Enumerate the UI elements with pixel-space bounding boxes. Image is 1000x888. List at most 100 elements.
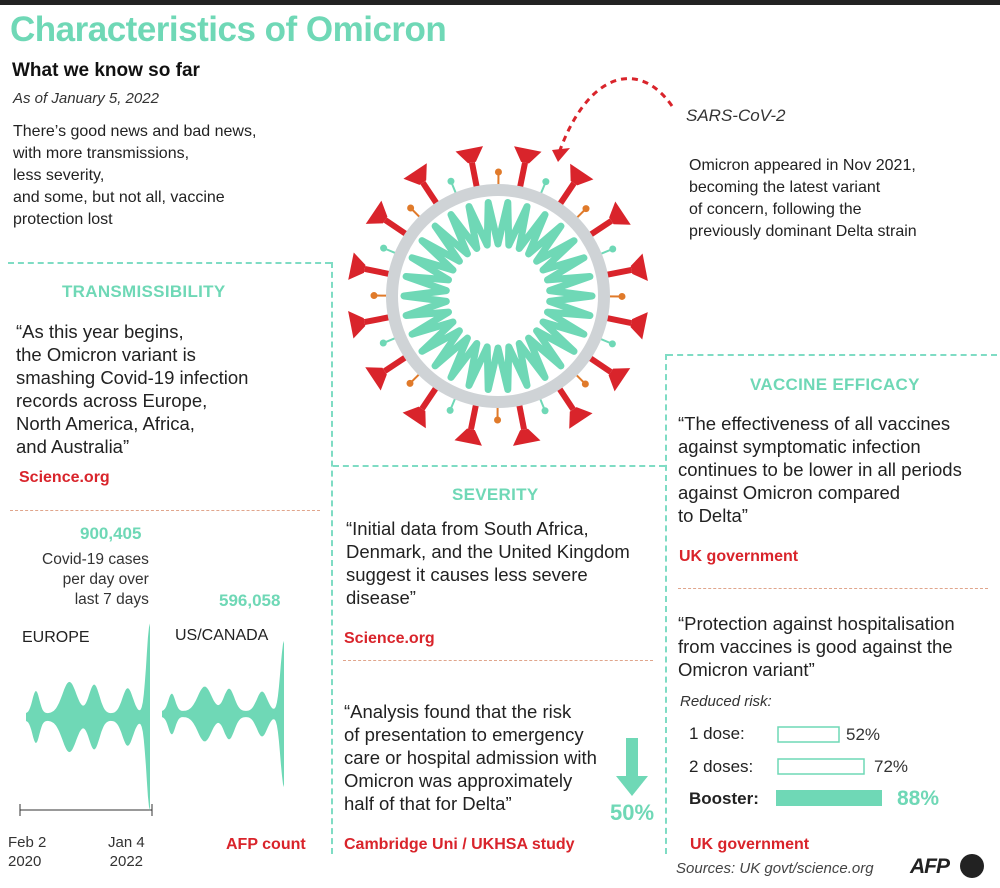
vaccine-quote-2: “Protection against hospitalisation from… bbox=[678, 613, 955, 680]
bar-value-1-dose: 52% bbox=[846, 725, 881, 744]
europe-peak-value: 900,405 bbox=[80, 524, 142, 543]
footer-sources: Sources: UK govt/science.org bbox=[676, 860, 874, 877]
intro-text: There’s good news and bad news, with mor… bbox=[13, 123, 257, 228]
spike-protein-icon bbox=[569, 407, 593, 429]
spike-protein-icon bbox=[512, 428, 541, 446]
transmissibility-divider bbox=[8, 262, 331, 264]
bar-label-booster: Booster: bbox=[689, 789, 759, 808]
surface-protein-tip bbox=[582, 205, 590, 213]
vaccine-quote-1: “The effectiveness of all vaccines again… bbox=[678, 413, 962, 526]
page-title: Characteristics of Omicron bbox=[10, 10, 447, 49]
spike-protein-icon bbox=[570, 163, 594, 186]
spike-stalk bbox=[556, 181, 577, 207]
bar-1-dose bbox=[777, 726, 840, 743]
surface-protein-tip bbox=[542, 178, 550, 186]
europe-area-series bbox=[26, 623, 150, 811]
surface-protein-tip bbox=[494, 416, 502, 424]
spike-protein-icon bbox=[455, 146, 484, 164]
surface-protein-tip bbox=[609, 245, 617, 253]
vaccine-separator bbox=[678, 588, 988, 589]
surface-protein-tip bbox=[608, 340, 616, 348]
spike-protein-icon bbox=[609, 201, 631, 225]
vaccine-divider bbox=[667, 354, 997, 356]
x-axis-end-label: Jan 4 2022 bbox=[108, 834, 145, 870]
spike-protein-icon bbox=[454, 428, 482, 446]
spike-stalk bbox=[468, 403, 480, 430]
column-divider-left bbox=[331, 262, 333, 854]
spike-stalk bbox=[364, 266, 391, 278]
bar-label-2-doses: 2 doses: bbox=[689, 757, 754, 776]
reduced-risk-label: Reduced risk: bbox=[680, 693, 772, 710]
spike-stalk bbox=[605, 267, 633, 278]
surface-protein-tip bbox=[494, 168, 502, 176]
transmissibility-separator bbox=[10, 510, 320, 511]
virus-description: Omicron appeared in Nov 2021, becoming t… bbox=[689, 157, 917, 240]
afp-logo: AFP bbox=[910, 855, 950, 878]
bar-2-doses bbox=[777, 758, 865, 775]
surface-protein-tip bbox=[618, 292, 626, 300]
surface-protein-tip bbox=[370, 292, 378, 300]
bar-value-booster: 88% bbox=[897, 787, 940, 810]
spike-stalk bbox=[516, 403, 527, 431]
spike-stalk bbox=[588, 218, 614, 238]
risk-reduction-value: 50% bbox=[610, 800, 655, 825]
spike-stalk bbox=[516, 162, 528, 189]
spike-stalk bbox=[469, 161, 480, 189]
spike-stalk bbox=[363, 314, 391, 325]
spike-protein-icon bbox=[402, 406, 426, 429]
us-canada-area-series bbox=[162, 640, 284, 788]
severity-separator bbox=[343, 660, 653, 661]
spike-protein-icon bbox=[514, 146, 542, 164]
x-axis-start-label: Feb 2 2020 bbox=[8, 834, 47, 870]
surface-protein-tip bbox=[379, 339, 387, 347]
spike-protein-icon bbox=[403, 163, 427, 185]
us-canada-peak-value: 596,058 bbox=[219, 591, 281, 610]
severity-quote-2: “Analysis found that the risk of present… bbox=[344, 701, 597, 814]
surface-protein-tip bbox=[446, 406, 454, 414]
spike-stalk bbox=[382, 354, 408, 374]
transmissibility-heading: TRANSMISSIBILITY bbox=[62, 282, 226, 301]
surface-protein-tip bbox=[447, 177, 455, 185]
vaccine-source-2: UK government bbox=[690, 836, 810, 853]
spike-protein-icon bbox=[365, 200, 388, 224]
page-subtitle: What we know so far bbox=[12, 60, 200, 81]
severity-source-2: Cambridge Uni / UKHSA study bbox=[344, 836, 575, 853]
spike-stalk bbox=[419, 385, 440, 411]
cases-chart-description: Covid-19 cases per day over last 7 days bbox=[42, 551, 149, 608]
transmissibility-source: Science.org bbox=[19, 469, 110, 486]
surface-protein-tip bbox=[581, 380, 589, 388]
vaccine-source-1: UK government bbox=[679, 548, 799, 565]
transmissibility-quote: “As this year begins, the Omicron varian… bbox=[16, 321, 249, 457]
spike-protein-icon bbox=[630, 312, 648, 340]
us-canada-label: US/CANADA bbox=[175, 627, 269, 644]
bar-value-2-doses: 72% bbox=[874, 757, 909, 776]
severity-quote-1: “Initial data from South Africa, Denmark… bbox=[346, 518, 630, 608]
bar-booster bbox=[776, 790, 882, 806]
spike-protein-icon bbox=[365, 367, 387, 391]
spike-stalk bbox=[556, 386, 576, 412]
spike-protein-icon bbox=[348, 252, 366, 280]
severity-divider bbox=[333, 465, 665, 467]
rna-coil bbox=[400, 199, 596, 393]
spike-stalk bbox=[383, 217, 409, 238]
date-label: As of January 5, 2022 bbox=[13, 90, 159, 107]
chart-source: AFP count bbox=[226, 836, 306, 853]
spike-stalk bbox=[420, 180, 440, 206]
surface-protein-tip bbox=[380, 244, 388, 252]
vaccine-heading: VACCINE EFFICACY bbox=[750, 375, 920, 394]
europe-label: EUROPE bbox=[22, 629, 90, 646]
severity-heading: SEVERITY bbox=[452, 485, 539, 504]
severity-source-1: Science.org bbox=[344, 630, 435, 647]
top-rule bbox=[0, 0, 1000, 5]
virus-label: SARS-CoV-2 bbox=[686, 106, 786, 125]
surface-protein-tip bbox=[406, 379, 414, 387]
spike-protein-icon bbox=[608, 368, 631, 392]
spike-stalk bbox=[605, 314, 632, 326]
surface-protein-tip bbox=[541, 407, 549, 415]
spike-protein-icon bbox=[630, 253, 648, 282]
bar-label-1-dose: 1 dose: bbox=[689, 724, 745, 743]
